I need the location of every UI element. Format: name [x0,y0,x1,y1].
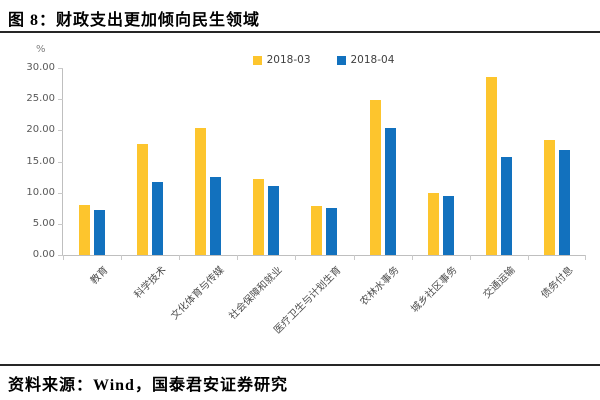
legend-swatch-2018-04 [336,55,346,65]
legend-swatch-2018-03 [252,55,262,65]
bar-group-6 [354,68,412,255]
x-axis-tick-mark [469,255,471,260]
bar-2018-04-教育 [94,210,106,255]
x-axis-tick-mark [295,255,297,260]
bar-2018-03-科学技术 [137,144,149,255]
y-axis-tick-label: 30.00 [26,62,55,73]
bar-2018-03-医疗卫生与计划生育 [311,206,323,255]
x-axis-tick-mark [237,255,239,260]
y-axis-tick-mark [58,192,63,194]
bar-2018-03-农林水事务 [369,100,381,255]
bar-group-7 [412,68,470,255]
bar-group-3 [179,68,237,255]
source-note: 资料来源：Wind，国泰君安证券研究 [8,377,288,394]
bar-2018-04-交通运输 [500,156,512,255]
x-axis-category-label: 农林水事务 [358,264,402,308]
x-axis-category-label: 交通运输 [481,264,518,301]
bar-2018-03-文化体育与传媒 [195,127,207,255]
bar-2018-03-交通运输 [485,77,497,255]
bar-2018-03-社会保障和就业 [253,178,265,255]
x-axis-category-label: 债务付息 [539,264,576,301]
bar-2018-04-科学技术 [152,182,164,255]
figure-title: 图 8：财政支出更加倾向民生领域 [8,12,261,29]
bar-group-8 [470,68,528,255]
y-axis-tick-label: 10.00 [26,186,55,198]
bar-group-2 [121,68,179,255]
y-axis-tick-mark [58,255,63,256]
legend-item-2018-04: 2018-04 [336,54,395,66]
y-axis-tick-label: 5.00 [32,217,55,229]
x-axis-category-label: 社会保障和就业 [227,264,285,323]
bar-2018-04-城乡社区事务 [442,196,454,255]
bar-2018-04-社会保障和就业 [268,186,280,255]
y-axis-tick-mark [58,68,63,69]
y-axis-tick-label: 20.00 [26,124,55,136]
bar-group-9 [528,68,586,255]
y-axis-tick-mark [58,130,63,132]
bar-2018-04-债务付息 [558,150,570,255]
x-axis-tick-mark [353,255,355,260]
chart-legend: 2018-03 2018-04 [62,54,585,66]
bar-2018-03-城乡社区事务 [427,193,439,255]
x-axis-category-label: 文化体育与传媒 [169,264,227,323]
legend-label-2018-04: 2018-04 [350,54,395,66]
y-axis-tick-label: 25.00 [26,93,55,105]
bar-2018-03-教育 [79,204,91,255]
y-axis-unit-label: % [36,44,46,55]
title-divider [0,31,600,33]
legend-item-2018-03: 2018-03 [252,54,311,66]
x-axis-tick-mark [411,255,413,260]
y-axis-tick-label: 0.00 [32,249,55,260]
y-axis-tick-label: 15.00 [26,155,55,167]
plot-area: 0.00 5.00 10.00 15.00 20.00 25.00 30.00 教育 科学技术文… [26,63,586,336]
bar-2018-04-农林水事务 [384,127,396,255]
bar-2018-03-债务付息 [543,139,555,255]
legend-label-2018-03: 2018-03 [266,54,311,66]
x-axis-tick-mark [179,255,181,260]
x-axis-tick-mark [585,255,586,260]
x-axis-tick-mark [63,255,64,260]
y-axis-tick-mark [58,161,63,163]
bar-group-1 [63,68,121,255]
x-axis-category-label: 城乡社区事务 [409,264,460,316]
bar-2018-04-医疗卫生与计划生育 [326,207,338,255]
y-axis-tick-mark [58,223,63,225]
bar-group-4 [237,68,295,255]
source-divider [0,364,600,366]
x-axis-tick-mark [527,255,529,260]
x-axis-category-label: 科学技术 [132,264,169,301]
bar-2018-04-文化体育与传媒 [210,177,222,255]
x-axis-tick-mark [121,255,123,260]
x-axis-category-label: 教育 [88,264,111,287]
y-axis-tick-mark [58,99,63,101]
bar-group-5 [295,68,353,255]
